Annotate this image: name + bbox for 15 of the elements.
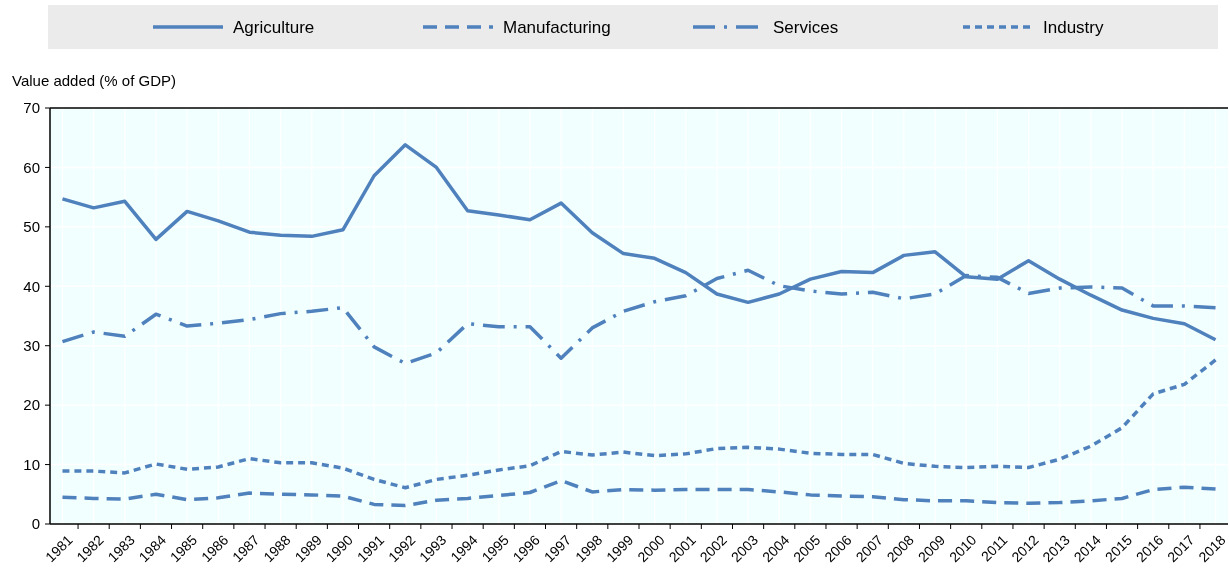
legend-label: Industry <box>1043 17 1104 37</box>
line-series <box>60 478 1218 508</box>
y-tick-label: 10 <box>23 455 40 473</box>
legend-label: Manufacturing <box>503 17 611 37</box>
y-tick-label: 0 <box>31 515 40 533</box>
y-tick-label: 40 <box>23 277 40 295</box>
legend-label: Agriculture <box>233 17 315 37</box>
y-tick-label: 30 <box>23 336 40 354</box>
line-series <box>60 358 1218 490</box>
legend-label: Services <box>773 17 839 37</box>
y-tick-label: 70 <box>23 99 40 117</box>
y-tick-label: 20 <box>23 396 40 414</box>
y-axis-title: Value added (% of GDP) <box>12 72 176 89</box>
y-tick-label: 50 <box>23 218 40 236</box>
y-tick-label: 60 <box>23 158 40 176</box>
